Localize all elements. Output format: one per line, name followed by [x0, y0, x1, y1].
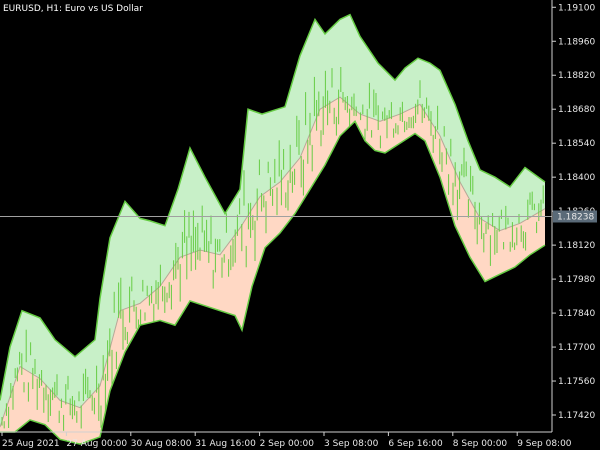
price-tick-label: 1.17840 [558, 309, 595, 319]
lower-band-line [0, 120, 546, 445]
time-tick-label: 31 Aug 16:00 [195, 439, 256, 449]
time-tick-label: 9 Sep 08:00 [517, 439, 572, 449]
lower-band-fill [0, 97, 545, 445]
chart-title: EURUSD, H1: Euro vs US Dollar [3, 4, 143, 14]
price-tick-label: 1.18820 [558, 71, 595, 81]
time-tick-label: 8 Sep 00:00 [453, 439, 508, 449]
current-price-label: 1.18238 [557, 212, 594, 222]
time-tick-label: 6 Sep 16:00 [388, 439, 443, 449]
time-tick-label: 27 Aug 00:00 [66, 439, 127, 449]
price-tick-label: 1.17420 [558, 411, 595, 421]
time-tick-label: 25 Aug 2021 [2, 439, 60, 449]
time-axis: 25 Aug 2021 27 Aug 00:00 30 Aug 08:00 31 Au… [1, 432, 572, 449]
price-tick-label: 1.18120 [558, 241, 595, 251]
price-tick-label: 1.17980 [558, 275, 595, 285]
upper-band-line [0, 13, 546, 401]
time-tick-label: 30 Aug 08:00 [131, 439, 192, 449]
current-price-box [553, 210, 597, 223]
time-tick-label: 2 Sep 00:00 [260, 439, 315, 449]
price-tick-label: 1.17700 [558, 343, 595, 353]
price-tick-label: 1.17560 [558, 377, 595, 387]
price-tick-label: 1.18540 [558, 139, 595, 149]
time-tick-label: 3 Sep 08:00 [324, 439, 379, 449]
price-tick-label: 1.19100 [558, 3, 595, 13]
price-tick-label: 1.18400 [558, 173, 595, 183]
price-tick-label: 1.18960 [558, 37, 595, 47]
current-price-tag: 1.18238 [553, 210, 597, 223]
price-tick-label: 1.18680 [558, 105, 595, 115]
